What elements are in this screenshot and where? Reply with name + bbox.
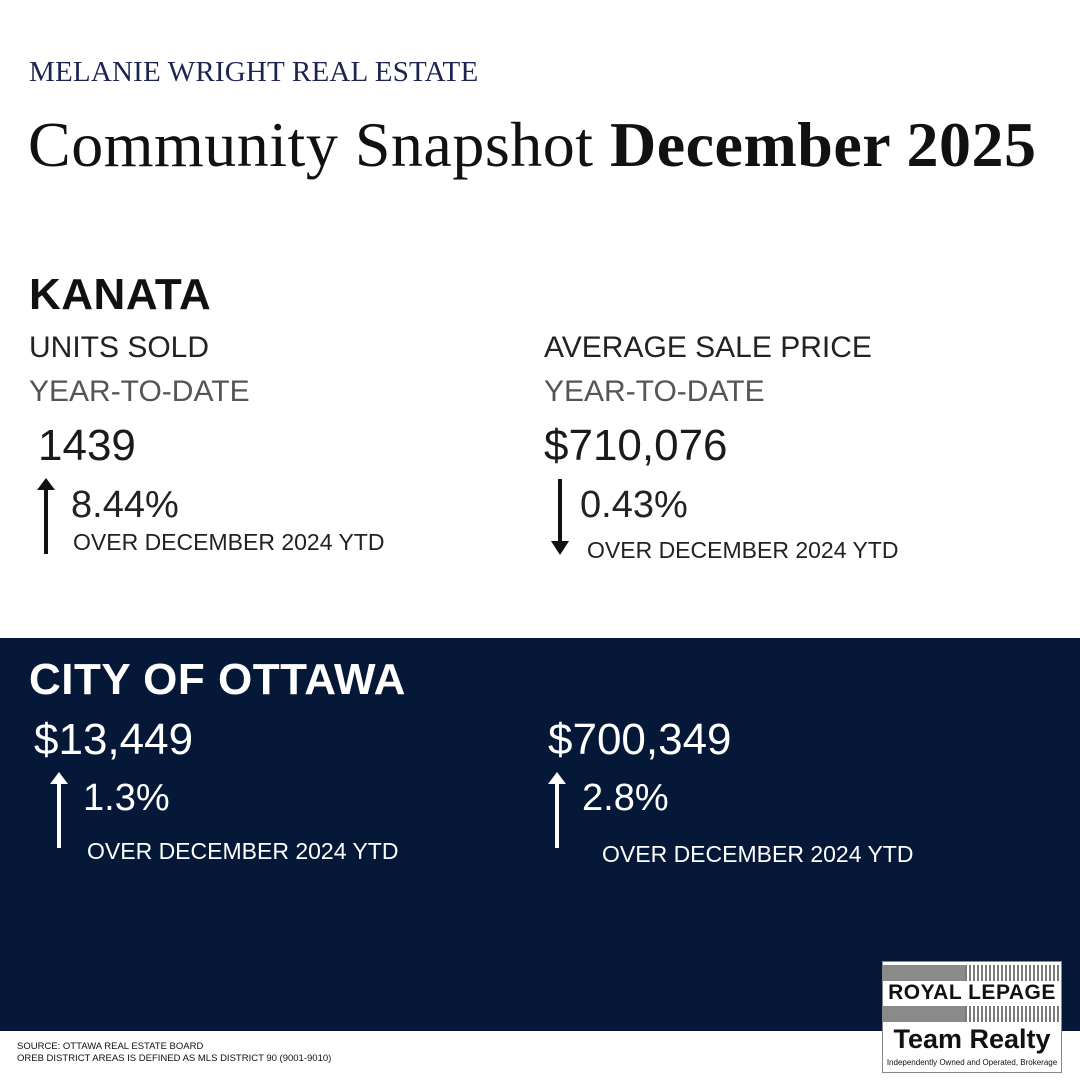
kanata-units-note: OVER DECEMBER 2024 YTD <box>73 529 385 555</box>
logo-bars-bottom <box>883 1006 1061 1022</box>
brand-name: MELANIE WRIGHT REAL ESTATE <box>29 56 479 88</box>
logo-team: Team Realty <box>893 1024 1051 1054</box>
ottawa-title: CITY OF OTTAWA <box>29 655 406 704</box>
arrow-up-icon <box>548 772 566 848</box>
ottawa-units-note: OVER DECEMBER 2024 YTD <box>87 838 399 864</box>
title-date: December 2025 <box>610 109 1037 180</box>
logo-name: ROYAL LEPAGE <box>888 981 1056 1004</box>
kanata-units-label: UNITS SOLD <box>29 331 210 364</box>
kanata-title: KANATA <box>29 270 212 319</box>
kanata-price-note: OVER DECEMBER 2024 YTD <box>587 537 899 563</box>
kanata-units-change: 8.44% <box>71 484 179 526</box>
logo-bars-top <box>883 965 1061 981</box>
arrow-up-icon <box>37 478 55 554</box>
district-definition: OREB DISTRICT AREAS IS DEFINED AS MLS DI… <box>17 1053 332 1064</box>
source-note: SOURCE: OTTAWA REAL ESTATE BOARD OREB DI… <box>17 1041 331 1065</box>
kanata-units-value: 1439 <box>38 421 136 470</box>
source-line: SOURCE: OTTAWA REAL ESTATE BOARD <box>17 1041 204 1052</box>
kanata-price-period: YEAR-TO-DATE <box>544 375 765 408</box>
ottawa-units-change: 1.3% <box>83 777 170 819</box>
kanata-price-label: AVERAGE SALE PRICE <box>544 331 872 364</box>
logo-tagline: Independently Owned and Operated, Broker… <box>886 1058 1058 1067</box>
kanata-units-period: YEAR-TO-DATE <box>29 375 250 408</box>
title-regular: Community Snapshot <box>28 109 610 180</box>
kanata-price-value: $710,076 <box>544 421 728 470</box>
kanata-price-change: 0.43% <box>580 484 688 526</box>
ottawa-price-change: 2.8% <box>582 777 669 819</box>
ottawa-price-note: OVER DECEMBER 2024 YTD <box>602 841 914 867</box>
arrow-down-icon <box>551 479 569 555</box>
ottawa-price-value: $700,349 <box>548 715 732 764</box>
royal-lepage-logo: ROYAL LEPAGE Team Realty Independently O… <box>882 961 1062 1073</box>
ottawa-units-value: $13,449 <box>34 715 194 764</box>
arrow-up-icon <box>50 772 68 848</box>
page-title: Community Snapshot December 2025 <box>28 108 1037 182</box>
